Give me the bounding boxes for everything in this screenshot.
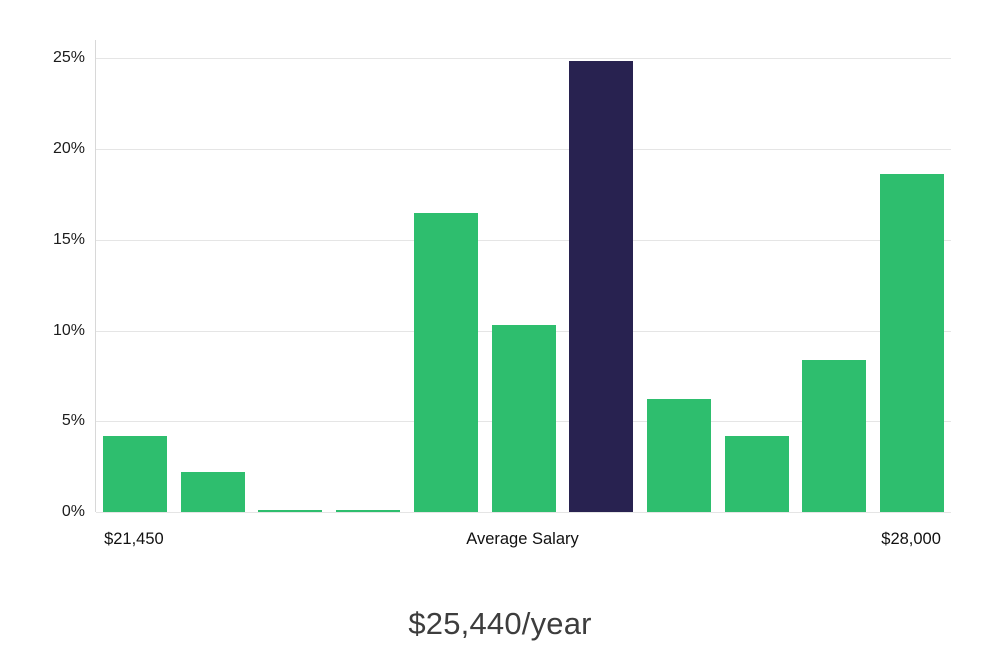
y-axis-tick-label: 5% [61,412,85,430]
bar [880,174,945,512]
x-axis-label: $21,450 [104,530,164,548]
bar [336,509,400,512]
bar [647,398,711,512]
bar [413,212,478,512]
x-axis-label: $28,000 [881,530,941,548]
bar [491,325,556,512]
gridline [96,239,951,241]
y-axis-tick-label: 25% [52,49,85,67]
y-axis-tick-label: 20% [52,139,85,157]
y-axis-tick-label: 10% [52,321,85,339]
gridline [96,512,951,513]
x-axis-label: Average Salary [466,530,579,548]
bar [102,435,167,512]
bar [802,359,867,512]
bar [180,472,245,512]
bar [258,509,323,512]
bar [724,435,789,512]
y-axis-tick-label: 0% [61,503,85,520]
highlight-bar [569,60,634,512]
y-axis-tick-label: 15% [52,230,85,248]
chart-title: $25,440/year [408,606,592,641]
plot-area [95,40,951,513]
gridline [96,58,951,60]
gridline [96,148,951,150]
